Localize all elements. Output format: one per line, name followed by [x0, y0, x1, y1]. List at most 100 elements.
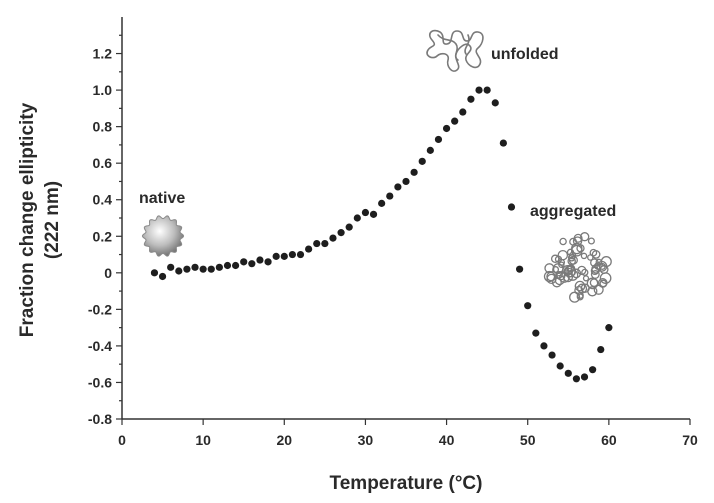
data-point — [589, 366, 597, 374]
aggregate-strand — [581, 268, 589, 277]
x-tick-label: 10 — [195, 432, 211, 448]
aggregate-strand — [559, 237, 567, 246]
aggregate-strand — [598, 262, 606, 270]
aggregate-strand — [590, 270, 600, 279]
aggregate-strand — [558, 261, 565, 268]
aggregate-strand — [546, 273, 557, 285]
y-axis-ticks: -0.8 -0.6 -0.4 -0.2 0 0.2 0.4 0.6 0.8 1.0 1.2 — [88, 34, 122, 427]
aggregate-strand — [567, 256, 576, 266]
unfolded-protein-icon — [426, 29, 484, 72]
aggregate-strand — [599, 265, 609, 274]
data-point — [296, 250, 305, 259]
aggregate-strand — [589, 278, 599, 288]
data-point — [361, 208, 370, 217]
data-point — [483, 86, 491, 94]
data-point — [540, 342, 548, 350]
native-protein-icon — [141, 215, 185, 257]
annotation-unfolded: unfolded — [491, 46, 559, 63]
aggregate-strand — [580, 232, 590, 242]
aggregate-strand — [595, 258, 603, 266]
y-tick-label: 0 — [104, 265, 112, 281]
data-point — [337, 229, 345, 237]
data-point — [207, 265, 215, 273]
y-tick-label: -0.4 — [88, 338, 112, 354]
data-point — [580, 373, 589, 381]
data-point — [167, 263, 175, 271]
data-point — [459, 108, 467, 116]
aggregate-strand — [590, 266, 600, 276]
data-point — [386, 192, 394, 200]
y-tick-label: -0.8 — [88, 411, 112, 427]
y-axis-title-line2: (222 nm) — [42, 181, 63, 259]
annotation-native: native — [139, 190, 185, 207]
data-point — [564, 369, 572, 377]
data-point — [215, 263, 223, 271]
aggregate-strand — [573, 233, 583, 243]
data-point — [434, 135, 443, 144]
y-tick-label: 0.2 — [93, 228, 113, 244]
data-point — [305, 245, 313, 253]
aggregate-strand — [593, 284, 604, 295]
aggregate-strand — [543, 270, 556, 283]
y-tick-label: 0.8 — [93, 119, 113, 135]
data-point — [378, 199, 386, 207]
aggregate-strand — [550, 254, 560, 264]
data-point — [256, 256, 264, 264]
data-point — [394, 183, 402, 191]
aggregate-strand — [544, 263, 555, 274]
data-point — [418, 157, 426, 165]
data-point — [321, 239, 329, 248]
x-axis-ticks: 0 10 20 30 40 50 60 70 — [118, 419, 698, 448]
data-point — [183, 265, 191, 273]
data-point — [329, 234, 337, 242]
aggregate-strand — [577, 283, 588, 294]
aggregated-protein-icon — [543, 232, 612, 303]
data-point — [410, 168, 418, 176]
aggregate-strand — [582, 275, 590, 282]
aggregate-strand — [587, 286, 598, 297]
aggregate-strand — [571, 268, 582, 279]
data-point — [280, 252, 288, 260]
y-tick-label: 1.0 — [93, 82, 113, 98]
data-point — [313, 239, 321, 248]
data-point — [191, 263, 199, 271]
data-point — [451, 117, 459, 125]
data-point — [524, 302, 532, 310]
data-point — [467, 95, 475, 103]
data-point — [240, 258, 248, 266]
aggregate-strand — [568, 251, 577, 260]
data-point — [442, 124, 451, 133]
data-point — [158, 272, 167, 281]
data-point — [199, 265, 207, 273]
aggregate-strand — [574, 280, 586, 292]
data-point — [605, 324, 613, 332]
data-point — [232, 261, 240, 270]
aggregate-strand — [591, 250, 601, 259]
data-point — [426, 146, 434, 154]
y-tick-label: -0.2 — [88, 301, 112, 317]
aggregate-strand — [569, 291, 581, 303]
aggregate-strand — [551, 277, 562, 288]
aggregate-strand — [589, 248, 598, 257]
data-point — [150, 269, 159, 277]
aggregate-strand — [576, 293, 584, 301]
x-tick-label: 60 — [601, 432, 617, 448]
data-point — [572, 375, 581, 383]
data-point — [264, 258, 272, 266]
y-axis-title-line1: Fraction change ellipticity — [17, 102, 38, 337]
data-point — [288, 250, 296, 259]
data-point — [507, 203, 516, 211]
data-point — [597, 345, 605, 354]
data-point — [499, 139, 507, 147]
x-tick-label: 0 — [118, 432, 126, 448]
x-tick-label: 30 — [358, 432, 374, 448]
aggregate-strand — [564, 265, 577, 278]
data-point — [369, 210, 378, 218]
aggregate-strand — [580, 252, 588, 260]
data-point — [175, 267, 183, 275]
data-point — [223, 261, 232, 270]
data-point — [556, 362, 564, 370]
annotation-aggregated: aggregated — [530, 203, 616, 220]
data-point — [248, 260, 256, 268]
